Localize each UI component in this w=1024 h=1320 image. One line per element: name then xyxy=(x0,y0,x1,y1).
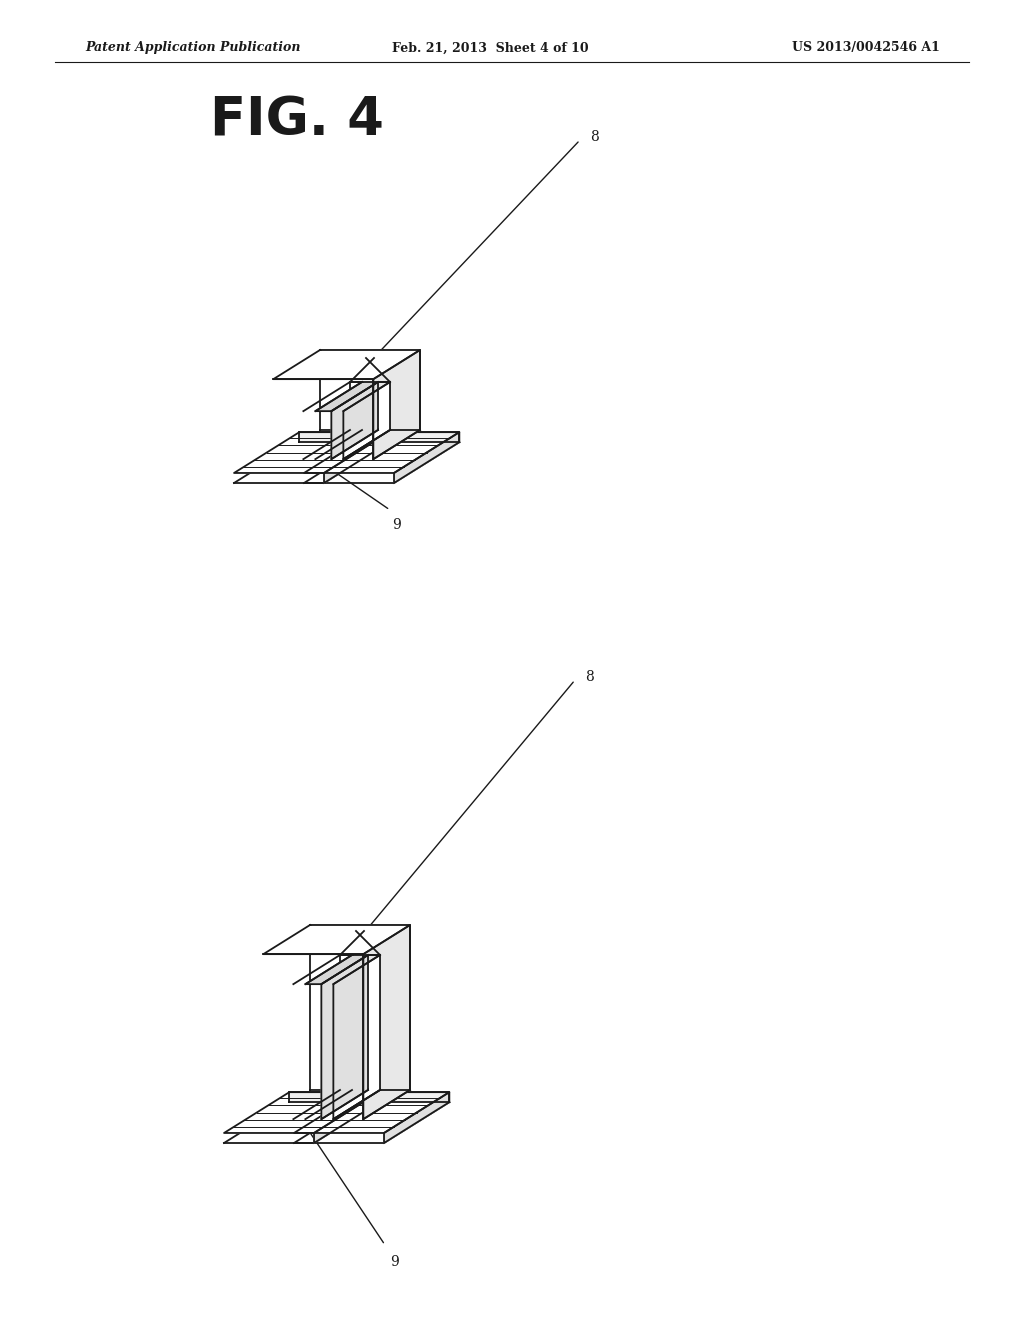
Polygon shape xyxy=(273,350,420,379)
Polygon shape xyxy=(334,954,380,1119)
Text: Patent Application Publication: Patent Application Publication xyxy=(85,41,300,54)
Polygon shape xyxy=(384,1092,450,1143)
Text: FIG. 4: FIG. 4 xyxy=(210,94,384,147)
Polygon shape xyxy=(234,432,389,473)
Text: 9: 9 xyxy=(392,517,400,532)
Text: US 2013/0042546 A1: US 2013/0042546 A1 xyxy=(793,41,940,54)
Polygon shape xyxy=(364,925,410,1119)
Text: 8: 8 xyxy=(585,671,594,684)
Polygon shape xyxy=(322,954,368,1119)
Polygon shape xyxy=(224,1092,379,1133)
Polygon shape xyxy=(310,925,410,1090)
Polygon shape xyxy=(332,381,378,459)
Polygon shape xyxy=(299,432,389,442)
Polygon shape xyxy=(359,1092,450,1102)
Polygon shape xyxy=(374,350,420,459)
Text: 9: 9 xyxy=(390,1255,398,1269)
Polygon shape xyxy=(294,1092,450,1133)
Polygon shape xyxy=(394,432,460,483)
Polygon shape xyxy=(319,350,420,430)
Polygon shape xyxy=(304,432,460,473)
Polygon shape xyxy=(314,1092,379,1143)
Polygon shape xyxy=(324,432,389,483)
Polygon shape xyxy=(343,381,390,459)
Text: 8: 8 xyxy=(590,129,599,144)
Polygon shape xyxy=(315,381,378,411)
Polygon shape xyxy=(305,954,368,985)
Polygon shape xyxy=(263,925,410,954)
Polygon shape xyxy=(370,432,460,442)
Text: Feb. 21, 2013  Sheet 4 of 10: Feb. 21, 2013 Sheet 4 of 10 xyxy=(392,41,589,54)
Polygon shape xyxy=(290,1092,379,1102)
